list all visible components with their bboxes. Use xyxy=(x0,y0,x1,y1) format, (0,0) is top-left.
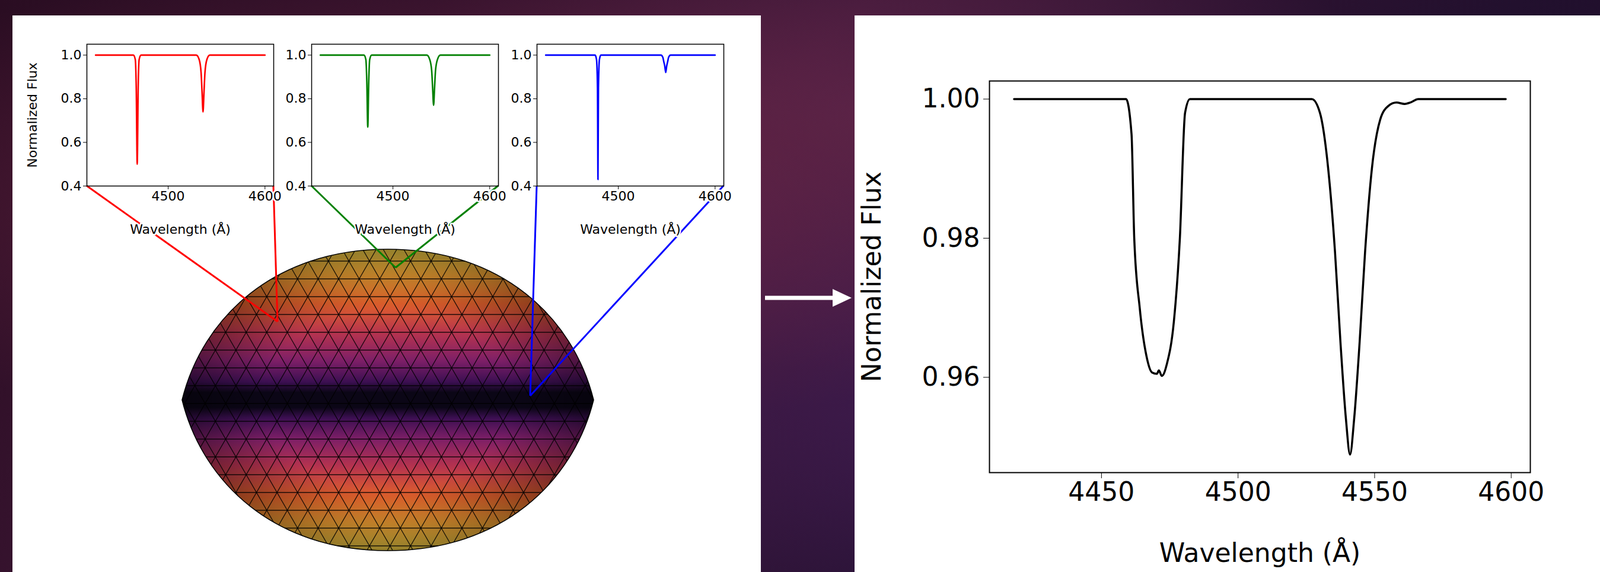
svg-text:4600: 4600 xyxy=(698,188,732,204)
svg-text:1.00: 1.00 xyxy=(922,83,981,114)
svg-text:Wavelength (Å): Wavelength (Å) xyxy=(354,221,456,237)
svg-text:4450: 4450 xyxy=(1068,476,1135,507)
svg-text:0.4: 0.4 xyxy=(285,178,307,194)
svg-text:4500: 4500 xyxy=(151,188,186,204)
svg-text:Wavelength (Å): Wavelength (Å) xyxy=(1159,536,1361,568)
svg-text:Wavelength (Å): Wavelength (Å) xyxy=(579,221,681,237)
svg-text:4600: 4600 xyxy=(248,188,282,204)
svg-text:Wavelength (Å): Wavelength (Å) xyxy=(129,221,231,237)
svg-text:4550: 4550 xyxy=(1341,476,1408,507)
svg-text:0.6: 0.6 xyxy=(285,134,307,150)
svg-text:1.0: 1.0 xyxy=(61,47,82,63)
svg-text:0.8: 0.8 xyxy=(285,90,307,106)
svg-text:0.4: 0.4 xyxy=(511,178,532,194)
svg-text:0.6: 0.6 xyxy=(61,134,82,150)
svg-text:4600: 4600 xyxy=(1477,476,1545,507)
svg-text:1.0: 1.0 xyxy=(285,47,307,63)
svg-text:0.8: 0.8 xyxy=(511,90,532,106)
svg-text:0.98: 0.98 xyxy=(922,222,981,253)
svg-text:1.0: 1.0 xyxy=(511,47,532,63)
svg-text:0.96: 0.96 xyxy=(922,361,981,392)
svg-text:4500: 4500 xyxy=(1205,476,1272,507)
svg-text:4500: 4500 xyxy=(376,188,410,204)
svg-text:0.8: 0.8 xyxy=(61,90,82,106)
svg-text:Normalized Flux: Normalized Flux xyxy=(856,171,887,382)
svg-text:0.4: 0.4 xyxy=(61,178,82,194)
svg-text:4500: 4500 xyxy=(601,188,636,204)
svg-text:Normalized Flux: Normalized Flux xyxy=(24,62,40,168)
svg-text:0.6: 0.6 xyxy=(511,134,532,150)
svg-text:4600: 4600 xyxy=(473,188,507,204)
